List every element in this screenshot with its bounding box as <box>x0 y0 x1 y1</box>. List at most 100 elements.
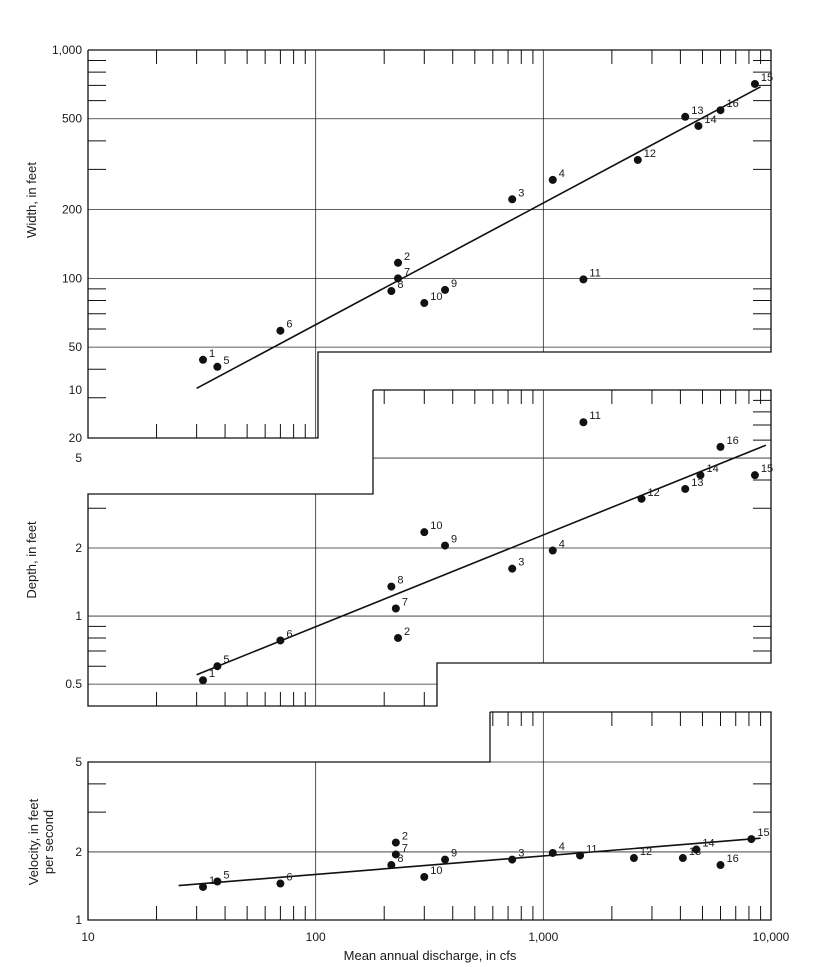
data-point-velocity-2 <box>391 838 400 847</box>
data-point-velocity-13 <box>678 854 687 863</box>
data-point-depth-15 <box>750 471 759 480</box>
point-label-velocity-11: 11 <box>586 843 597 855</box>
data-point-width-10 <box>420 299 429 308</box>
point-label-velocity-8: 8 <box>397 853 403 865</box>
point-label-width-16: 16 <box>726 98 738 110</box>
point-label-velocity-7: 7 <box>402 842 408 854</box>
data-point-width-3 <box>508 195 517 204</box>
y-tick-label-depth: 5 <box>75 451 82 465</box>
point-label-depth-11: 11 <box>589 410 600 422</box>
data-point-velocity-3 <box>508 855 517 864</box>
data-point-depth-4 <box>548 546 557 555</box>
data-point-depth-1 <box>199 676 208 685</box>
point-label-velocity-14: 14 <box>702 838 714 850</box>
point-label-depth-14: 14 <box>706 463 718 475</box>
fit-line-velocity <box>178 837 761 887</box>
data-point-velocity-5 <box>213 877 222 886</box>
x-tick-label: 10,000 <box>753 930 790 944</box>
point-label-depth-5: 5 <box>223 654 229 666</box>
point-label-velocity-5: 5 <box>223 870 229 882</box>
data-point-depth-2 <box>394 633 403 642</box>
point-label-velocity-16: 16 <box>726 853 738 865</box>
width-axis-title: Width, in feet <box>24 162 39 238</box>
y-tick-label-depth: 1 <box>75 609 82 623</box>
point-label-velocity-6: 6 <box>286 872 292 884</box>
point-label-width-6: 6 <box>286 319 292 331</box>
point-label-width-10: 10 <box>430 291 442 303</box>
point-label-velocity-4: 4 <box>559 841 565 853</box>
data-point-depth-3 <box>508 564 517 573</box>
y-tick-label-depth: 2 <box>75 541 82 555</box>
point-label-width-15: 15 <box>761 72 773 84</box>
point-label-width-5: 5 <box>223 355 229 367</box>
panel-depth-frame <box>87 389 772 707</box>
data-point-velocity-8 <box>387 861 396 870</box>
point-label-width-11: 11 <box>589 267 600 279</box>
data-point-depth-8 <box>387 582 396 591</box>
point-label-width-1: 1 <box>209 348 215 360</box>
point-label-width-2: 2 <box>404 251 410 263</box>
data-point-depth-11 <box>579 418 588 427</box>
point-label-velocity-15: 15 <box>757 827 769 839</box>
y-tick-label-width: 500 <box>62 112 82 126</box>
x-tick-label: 100 <box>306 930 326 944</box>
data-point-width-4 <box>548 175 557 184</box>
point-label-velocity-10: 10 <box>430 865 442 877</box>
data-point-width-15 <box>750 79 759 88</box>
data-point-velocity-1 <box>199 882 208 891</box>
point-label-velocity-12: 12 <box>640 846 652 858</box>
data-point-velocity-4 <box>548 848 557 857</box>
point-label-velocity-2: 2 <box>402 831 408 843</box>
data-point-depth-9 <box>441 541 450 550</box>
data-point-depth-13 <box>681 484 690 493</box>
point-label-depth-15: 15 <box>761 463 773 475</box>
x-tick-label: 10 <box>81 930 95 944</box>
x-tick-label: 1,000 <box>528 930 558 944</box>
point-label-width-7: 7 <box>404 266 410 278</box>
panel-velocity-frame <box>87 711 772 921</box>
point-label-depth-16: 16 <box>726 435 738 447</box>
y-tick-label-width: 200 <box>62 203 82 217</box>
point-label-width-14: 14 <box>704 114 716 126</box>
y-tick-label-depth: 0.5 <box>65 677 82 691</box>
point-label-depth-3: 3 <box>518 557 524 569</box>
data-point-width-13 <box>681 112 690 121</box>
data-point-depth-16 <box>716 442 725 451</box>
y-tick-label-width: 20 <box>69 431 83 445</box>
x-axis-title: Mean annual discharge, in cfs <box>344 948 517 963</box>
point-label-velocity-13: 13 <box>689 846 701 858</box>
point-label-width-9: 9 <box>451 278 457 290</box>
data-point-width-16 <box>716 106 725 115</box>
data-point-width-12 <box>633 155 642 164</box>
data-point-depth-12 <box>637 494 646 503</box>
point-label-width-8: 8 <box>397 279 403 291</box>
data-point-velocity-11 <box>576 851 585 860</box>
data-point-velocity-12 <box>629 854 638 863</box>
data-point-depth-7 <box>391 604 400 613</box>
data-point-velocity-14 <box>692 845 701 854</box>
data-point-velocity-6 <box>276 879 285 888</box>
data-point-velocity-7 <box>391 850 400 859</box>
point-label-velocity-9: 9 <box>451 848 457 860</box>
velocity-axis-title: Velocity, in feetper second <box>26 798 56 885</box>
y-tick-label-velocity: 1 <box>75 913 82 927</box>
data-point-velocity-9 <box>441 855 450 864</box>
y-tick-label-width: 50 <box>69 340 83 354</box>
point-label-depth-1: 1 <box>209 668 215 680</box>
data-point-velocity-15 <box>747 835 756 844</box>
data-point-velocity-10 <box>420 872 429 881</box>
point-label-width-12: 12 <box>644 148 656 160</box>
data-points <box>199 79 759 891</box>
data-point-width-1 <box>199 355 208 364</box>
data-point-width-9 <box>441 285 450 294</box>
data-point-depth-6 <box>276 636 285 645</box>
point-label-depth-12: 12 <box>648 487 660 499</box>
point-label-depth-13: 13 <box>691 477 703 489</box>
point-label-width-13: 13 <box>691 105 703 117</box>
y-tick-label-depth: 10 <box>69 383 83 397</box>
data-point-width-2 <box>394 258 403 267</box>
grid-layer <box>87 49 772 921</box>
point-label-velocity-1: 1 <box>209 875 215 887</box>
